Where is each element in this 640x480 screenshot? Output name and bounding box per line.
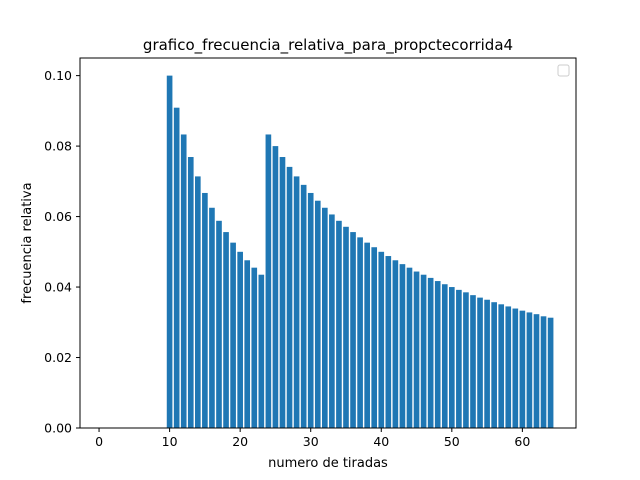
x-tick-label: 10 [162, 434, 178, 449]
bar [364, 242, 370, 428]
bar [216, 220, 222, 428]
bar [187, 157, 194, 428]
y-tick-label: 0.10 [44, 68, 72, 83]
y-tick-label: 0.08 [44, 139, 72, 154]
bar [195, 176, 201, 428]
x-tick-label: 50 [444, 434, 460, 449]
bar [336, 220, 342, 428]
bar [434, 281, 441, 428]
bar [463, 292, 469, 428]
x-tick-label: 40 [373, 434, 389, 449]
bar [385, 256, 392, 428]
y-axis-ticks: 0.00 0.02 0.04 0.06 0.08 0.10 [44, 68, 80, 436]
bar [498, 304, 505, 428]
bar [329, 214, 335, 428]
bar [173, 107, 180, 428]
bar [357, 237, 363, 428]
bar [314, 200, 321, 428]
bar [258, 274, 265, 428]
bar [230, 242, 236, 428]
y-tick-label: 0.00 [44, 421, 72, 436]
bar [300, 184, 307, 428]
bar [251, 267, 258, 428]
y-axis-label: frecuencia relativa [20, 182, 35, 303]
bar [477, 297, 483, 428]
bar [265, 134, 272, 428]
bar [427, 277, 434, 428]
bar [392, 260, 399, 428]
bar [350, 232, 356, 428]
x-tick-label: 30 [303, 434, 319, 449]
bars-group [166, 75, 554, 429]
bar [399, 264, 406, 428]
bar [237, 251, 243, 428]
bar [491, 302, 497, 428]
bar [209, 207, 215, 428]
bar [449, 287, 455, 428]
x-axis-label: numero de tiradas [268, 456, 388, 471]
bar [286, 166, 293, 428]
bar [180, 134, 187, 428]
bar [420, 274, 427, 428]
bar [526, 312, 533, 428]
bar [519, 310, 526, 428]
legend-box [557, 64, 570, 77]
x-tick-label: 60 [514, 434, 530, 449]
bar [484, 299, 490, 428]
bar [343, 226, 349, 428]
x-axis-ticks: 0 10 20 30 40 50 60 [95, 428, 530, 449]
y-tick-label: 0.02 [44, 350, 72, 365]
bar [413, 271, 420, 428]
bar [406, 267, 413, 428]
bar [166, 75, 173, 429]
bar [456, 289, 462, 428]
bar [441, 284, 448, 428]
plot-frame [79, 57, 577, 429]
bar [293, 176, 300, 428]
bar [244, 260, 251, 428]
bar [533, 314, 540, 428]
bar [371, 247, 378, 428]
bar [202, 192, 208, 428]
bar [279, 157, 286, 428]
bar [307, 192, 314, 428]
chart-title: grafico_frecuencia_relativa_para_propcte… [143, 36, 513, 55]
bar [322, 207, 328, 428]
bar [470, 295, 476, 428]
x-tick-label: 20 [232, 434, 248, 449]
bar [540, 316, 547, 428]
bar [505, 306, 512, 428]
bar [223, 232, 229, 428]
bar [512, 308, 519, 428]
bar [378, 251, 385, 428]
y-tick-label: 0.04 [44, 280, 72, 295]
y-tick-label: 0.06 [44, 209, 72, 224]
x-tick-label: 0 [95, 434, 103, 449]
bar [272, 146, 279, 428]
bar [547, 317, 554, 428]
